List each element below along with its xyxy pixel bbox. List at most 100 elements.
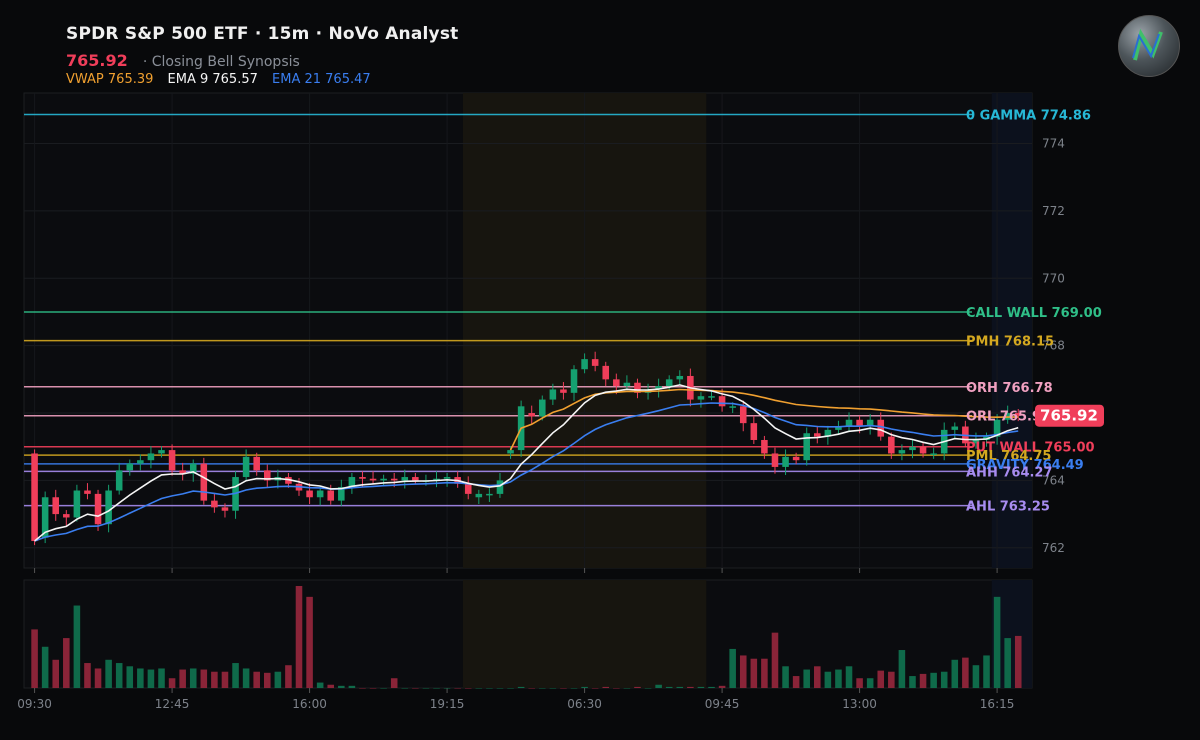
volume-bar xyxy=(63,638,70,688)
candle-body xyxy=(306,490,313,498)
x-tick-label: 16:00 xyxy=(292,697,327,711)
candle-body xyxy=(835,426,842,430)
candle-body xyxy=(919,446,927,454)
candle-body xyxy=(369,478,377,481)
candle-body xyxy=(105,490,112,525)
volume-bar xyxy=(380,688,387,689)
candle-body xyxy=(52,497,60,515)
candle-body xyxy=(803,433,810,461)
volume-bar xyxy=(359,688,366,689)
volume-bar xyxy=(390,678,398,688)
candle-body xyxy=(792,456,800,461)
volume-bar xyxy=(327,684,335,688)
volume-bar xyxy=(443,688,451,689)
candle-body xyxy=(655,386,662,390)
last-price: 765.92 xyxy=(66,51,128,70)
x-tick-label: 06:30 xyxy=(567,697,602,711)
candle-body xyxy=(993,419,1001,437)
candle-body xyxy=(147,453,155,461)
volume-bar xyxy=(676,686,684,688)
candle-body xyxy=(771,453,779,467)
candle-body xyxy=(570,369,578,393)
volume-bar xyxy=(1014,635,1022,688)
volume-bar xyxy=(687,686,694,688)
volume-bar xyxy=(306,596,313,688)
candle-body xyxy=(359,477,366,479)
volume-bar xyxy=(930,672,937,688)
candle-body xyxy=(613,379,620,387)
x-tick-label: 13:00 xyxy=(842,697,877,711)
candle-body xyxy=(665,379,673,387)
candle-body xyxy=(708,396,715,398)
volume-bar xyxy=(422,688,430,689)
y-tick-label: 774 xyxy=(1042,137,1065,151)
level-label: ORH 766.78 xyxy=(966,381,1053,396)
candle-body xyxy=(898,450,906,454)
ema9-legend: EMA 9 765.57 xyxy=(167,72,258,87)
candle-body xyxy=(401,477,409,481)
candle-body xyxy=(676,375,684,380)
candle-body xyxy=(443,477,451,479)
candle-body xyxy=(63,514,70,518)
candle-body xyxy=(200,463,208,501)
volume-bar xyxy=(454,688,461,689)
candle-body xyxy=(972,439,980,444)
volume-bar xyxy=(613,688,620,689)
volume-bar xyxy=(814,666,821,688)
candle-body xyxy=(73,490,81,518)
subtitle: · Closing Bell Synopsis xyxy=(142,54,300,70)
volume-bar xyxy=(866,678,874,688)
candle-body xyxy=(253,456,260,471)
volume-bar xyxy=(168,678,176,688)
candle-body xyxy=(888,436,895,454)
volume-bar xyxy=(845,666,853,688)
volume-bar xyxy=(623,688,631,689)
volume-bar xyxy=(316,682,324,688)
level-label: AHL 763.25 xyxy=(966,500,1050,515)
volume-bar xyxy=(496,688,504,689)
candle-body xyxy=(380,478,387,481)
candle-body xyxy=(634,382,641,393)
y-tick-label: 770 xyxy=(1042,271,1065,285)
volume-bar xyxy=(697,686,705,688)
volume-bar xyxy=(856,678,863,688)
volume-bar xyxy=(602,686,610,688)
volume-bar xyxy=(951,659,959,688)
volume-bar xyxy=(73,605,81,688)
candle-body xyxy=(623,382,631,387)
candle-body xyxy=(94,493,102,525)
volume-bar xyxy=(888,671,895,688)
x-tick-label: 12:45 xyxy=(155,697,190,711)
candle-body xyxy=(221,507,229,511)
candle-body xyxy=(539,399,546,417)
level-label: ORL 765.92 xyxy=(966,410,1050,425)
vwap-line xyxy=(509,388,1019,451)
candle-body xyxy=(211,500,218,508)
y-tick-label: 772 xyxy=(1042,204,1065,218)
candle-body xyxy=(718,396,726,407)
level-label: 0 GAMMA 774.86 xyxy=(966,109,1091,124)
volume-bar xyxy=(972,665,980,688)
x-tick-label: 09:30 xyxy=(17,697,52,711)
volume-bar xyxy=(158,668,165,688)
candle-body xyxy=(909,446,916,451)
candle-body xyxy=(507,450,514,454)
candle-body xyxy=(496,480,504,494)
level-label: PML 764.75 xyxy=(966,449,1051,464)
volume-bar xyxy=(665,686,673,688)
volume-bar xyxy=(718,685,726,688)
candle-body xyxy=(433,478,440,481)
candle-body xyxy=(729,406,736,408)
volume-bar xyxy=(517,686,525,688)
candle-body xyxy=(591,359,599,366)
volume-bar xyxy=(253,671,260,688)
candle-body xyxy=(560,389,567,393)
volume-bar xyxy=(179,669,186,688)
level-label: GRAVITY 764.49 xyxy=(966,458,1084,473)
candle-body xyxy=(697,396,705,400)
candle-body xyxy=(475,493,483,498)
volume-bar xyxy=(835,669,842,688)
candle-body xyxy=(602,365,610,380)
candle-body xyxy=(486,493,493,496)
volume-bar xyxy=(211,671,218,688)
